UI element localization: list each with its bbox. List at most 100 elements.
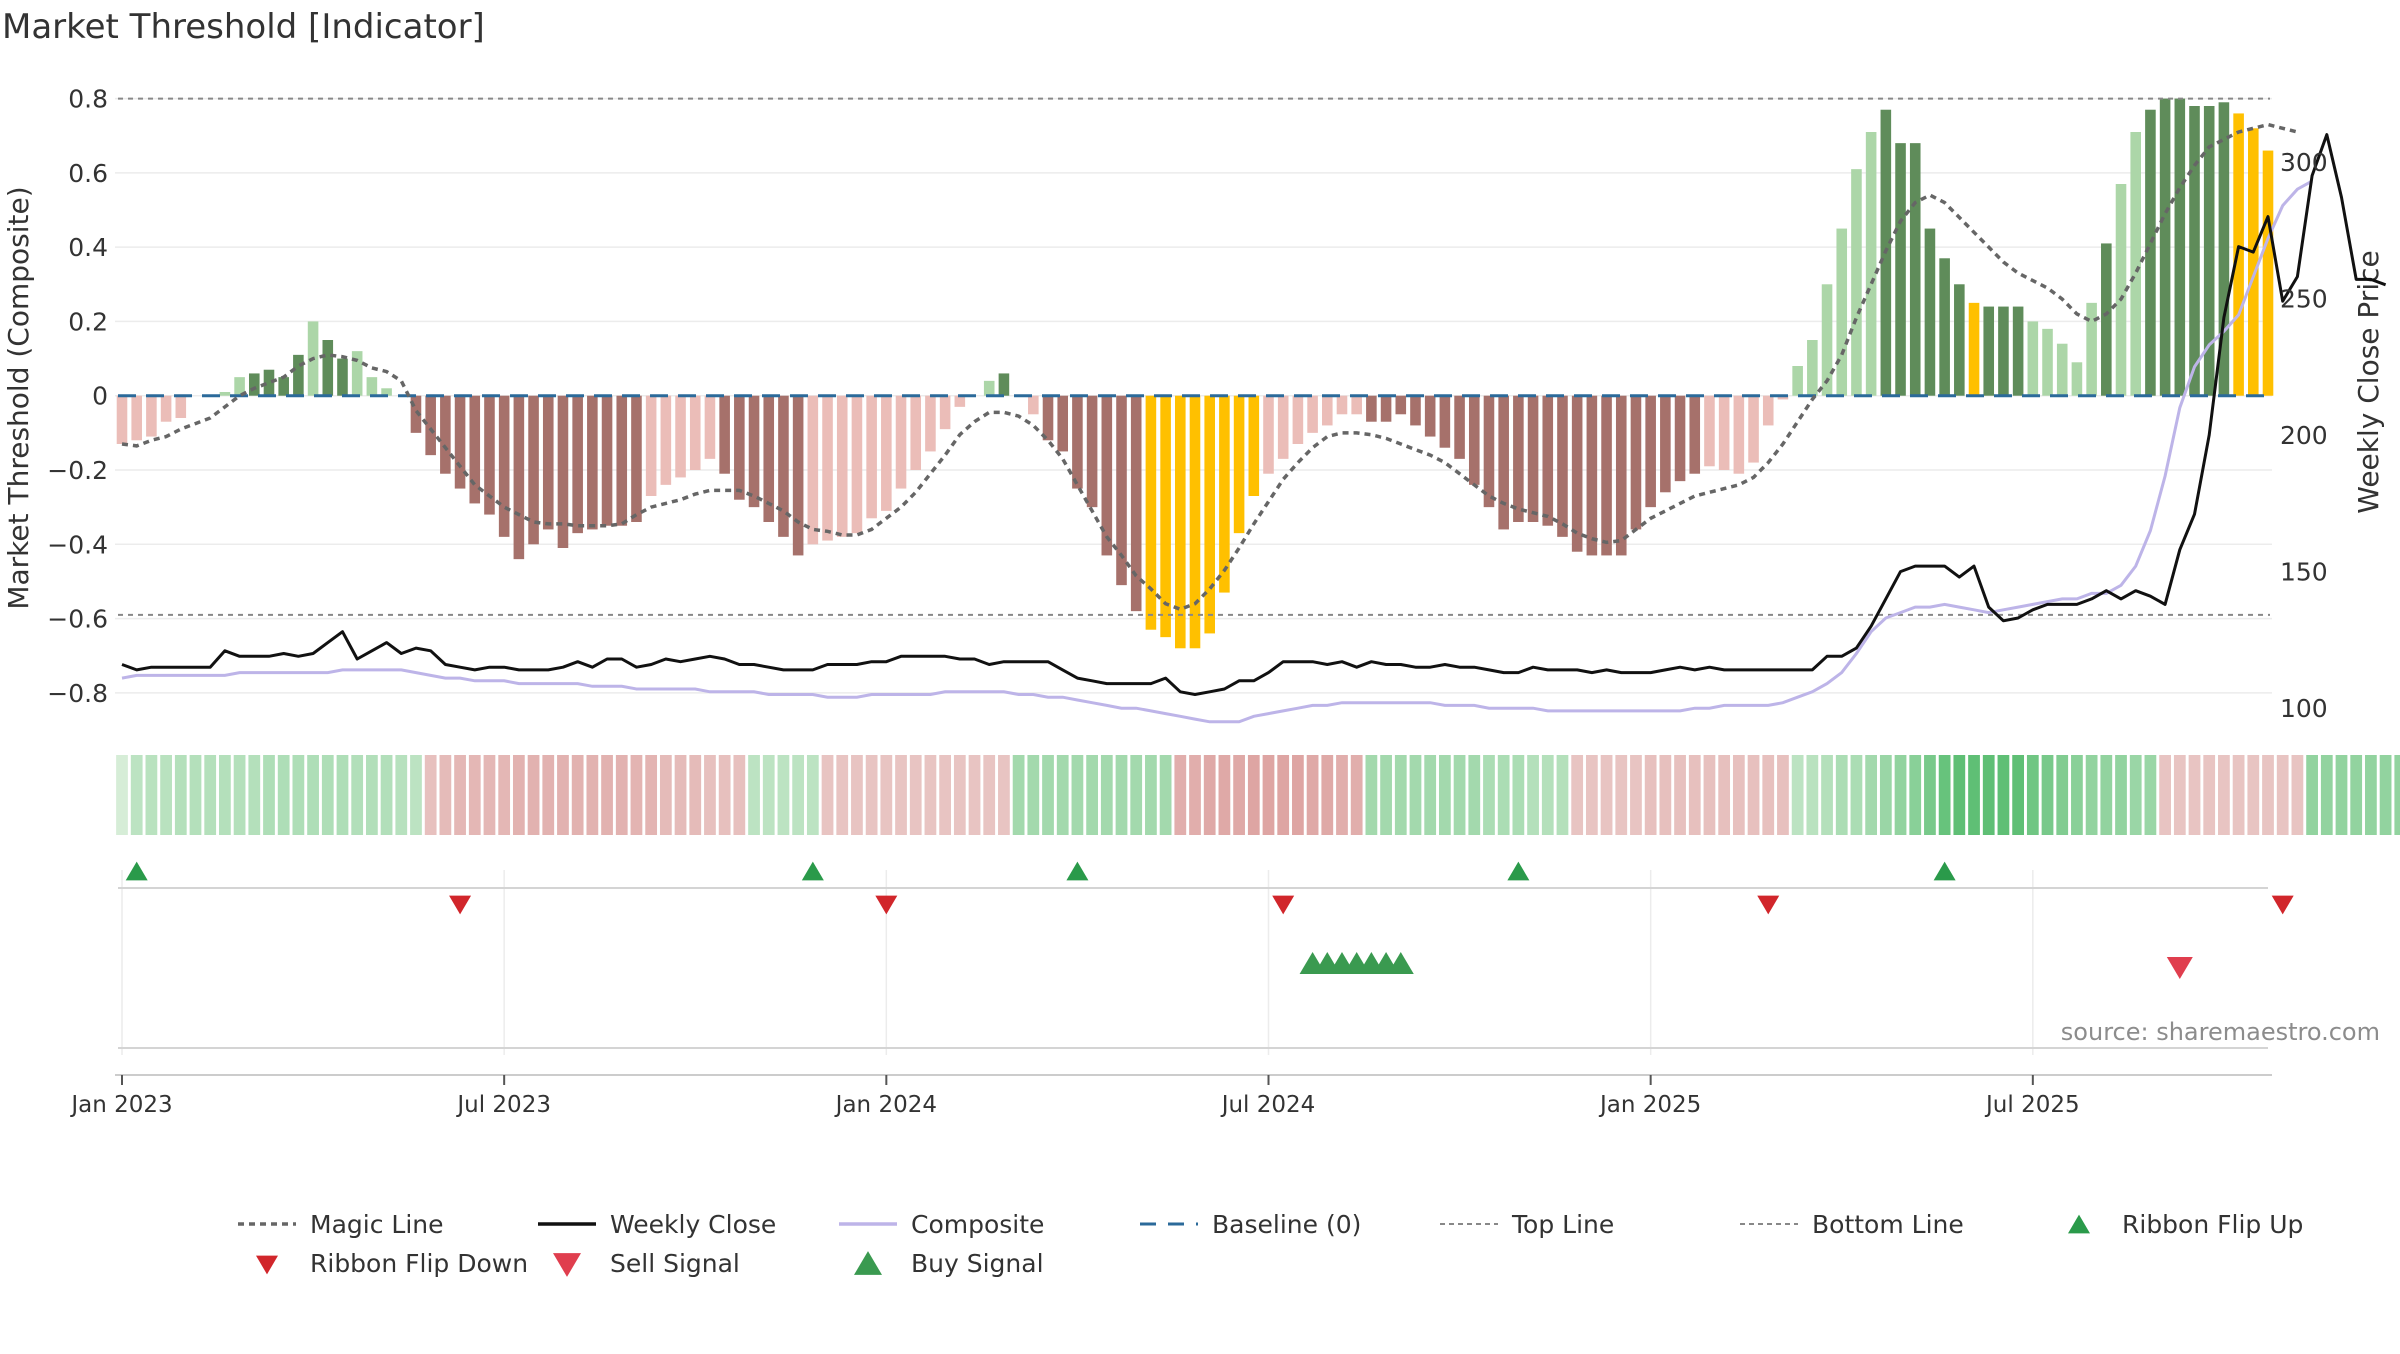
composite-bar	[454, 395, 466, 489]
composite-bar	[939, 395, 951, 430]
y-tick-label: −0.4	[47, 530, 108, 559]
x-tick-label: Jul 2024	[1220, 1092, 1316, 1118]
y-tick-label: −0.6	[47, 605, 108, 634]
ribbon-cell	[1497, 755, 1510, 835]
ribbon-flip-up-marker	[1507, 861, 1530, 881]
composite-bar	[689, 395, 701, 470]
ribbon-cell	[1556, 755, 1569, 835]
ribbon-cell	[983, 755, 996, 835]
ribbon-cell	[2056, 755, 2069, 835]
ribbon-cell	[2188, 755, 2201, 835]
x-tick-label: Jan 2025	[1598, 1092, 1701, 1118]
composite-bar	[1748, 395, 1759, 463]
legend-label: Magic Line	[310, 1210, 444, 1239]
ribbon-cell	[1027, 755, 1040, 835]
ribbon-cell	[704, 755, 716, 835]
composite-bar	[836, 395, 848, 537]
ribbon-cell	[2394, 755, 2400, 835]
composite-bar	[1983, 306, 1995, 396]
composite-bar	[484, 395, 495, 515]
ribbon-cell	[909, 755, 922, 835]
ribbon-cell	[2320, 755, 2333, 835]
ribbon-flip-down-marker	[449, 895, 472, 915]
composite-bar	[351, 351, 363, 396]
ribbon-cell	[1100, 755, 1113, 835]
ribbon-cell	[174, 755, 187, 835]
composite-bar	[278, 377, 289, 396]
ribbon-cell	[718, 755, 731, 835]
ribbon-cell	[277, 755, 290, 835]
composite-bar	[1028, 395, 1039, 415]
ribbon-cell	[1527, 755, 1539, 835]
ribbon-cell	[1468, 755, 1481, 835]
legend-label: Weekly Close	[610, 1210, 776, 1239]
composite-bar	[2145, 109, 2156, 396]
ribbon-cell	[1747, 755, 1760, 835]
composite-bar	[704, 395, 716, 459]
ribbon-cell	[1938, 755, 1951, 835]
composite-bar	[1454, 395, 1465, 459]
composite-bar	[2248, 128, 2259, 396]
ribbon-cell	[1659, 755, 1672, 835]
composite-bar	[1307, 395, 1318, 433]
ribbon-cell	[2173, 755, 2186, 835]
ribbon-cell	[351, 755, 364, 835]
ribbon-cell	[248, 755, 261, 835]
ribbon-cell	[468, 755, 481, 835]
y-axis-right-label: Weekly Close Price	[2352, 250, 2385, 513]
ribbon-cell	[1718, 755, 1731, 835]
ribbon-cell	[160, 755, 172, 835]
composite-bar	[1777, 395, 1789, 400]
composite-bar	[425, 395, 436, 456]
legend-label: Ribbon Flip Up	[2122, 1210, 2303, 1239]
composite-bar	[1895, 143, 1906, 396]
x-tick-label: Jul 2025	[1984, 1092, 2080, 1118]
composite-bar	[1116, 395, 1127, 586]
y-right-tick-label: 300	[2280, 148, 2328, 177]
composite-bar	[1909, 143, 1921, 396]
ribbon-cell	[1115, 755, 1128, 835]
ribbon-flip-down-marker	[2271, 895, 2294, 915]
ribbon-cell	[2335, 755, 2348, 835]
composite-bar	[1586, 395, 1598, 556]
ribbon-cell	[2350, 755, 2363, 835]
ribbon-cell	[204, 755, 217, 835]
composite-bar	[1321, 395, 1333, 426]
source-text: source: sharemaestro.com	[2061, 1018, 2380, 1046]
ribbon-cell	[1997, 755, 2010, 835]
legend-label: Sell Signal	[610, 1249, 740, 1278]
ribbon-cell	[1277, 755, 1290, 835]
composite-bar	[337, 358, 348, 396]
ribbon-cell	[1306, 755, 1319, 835]
composite-bar	[1233, 395, 1245, 534]
ribbon-cell	[1438, 755, 1451, 835]
ribbon-cell	[1806, 755, 1819, 835]
composite-bar	[219, 392, 231, 396]
composite-bar	[248, 373, 260, 396]
composite-bar	[1792, 366, 1803, 396]
ribbon-cell	[733, 755, 746, 835]
composite-bar	[1660, 395, 1671, 493]
composite-bar	[1292, 395, 1304, 444]
ribbon-cell	[689, 755, 702, 835]
ribbon-cell	[1483, 755, 1495, 835]
ribbon-cell	[1630, 755, 1642, 835]
ribbon-cell	[1791, 755, 1804, 835]
composite-bar	[2042, 328, 2053, 396]
legend-item: Weekly Close	[538, 1210, 776, 1239]
ribbon-cell	[880, 755, 893, 835]
ribbon-cell	[645, 755, 658, 835]
ribbon-cell	[512, 755, 525, 835]
composite-bar	[675, 395, 686, 478]
ribbon-cell	[1365, 755, 1378, 835]
ribbon-cell	[410, 755, 422, 835]
y-tick-label: 0	[92, 382, 108, 411]
composite-bar	[1557, 395, 1568, 537]
composite-bar	[1336, 395, 1348, 415]
ribbon-cell	[601, 755, 613, 835]
composite-bar	[954, 395, 966, 407]
ribbon-cell	[1777, 755, 1789, 835]
ribbon-cell	[1380, 755, 1392, 835]
composite-bar	[572, 395, 583, 534]
